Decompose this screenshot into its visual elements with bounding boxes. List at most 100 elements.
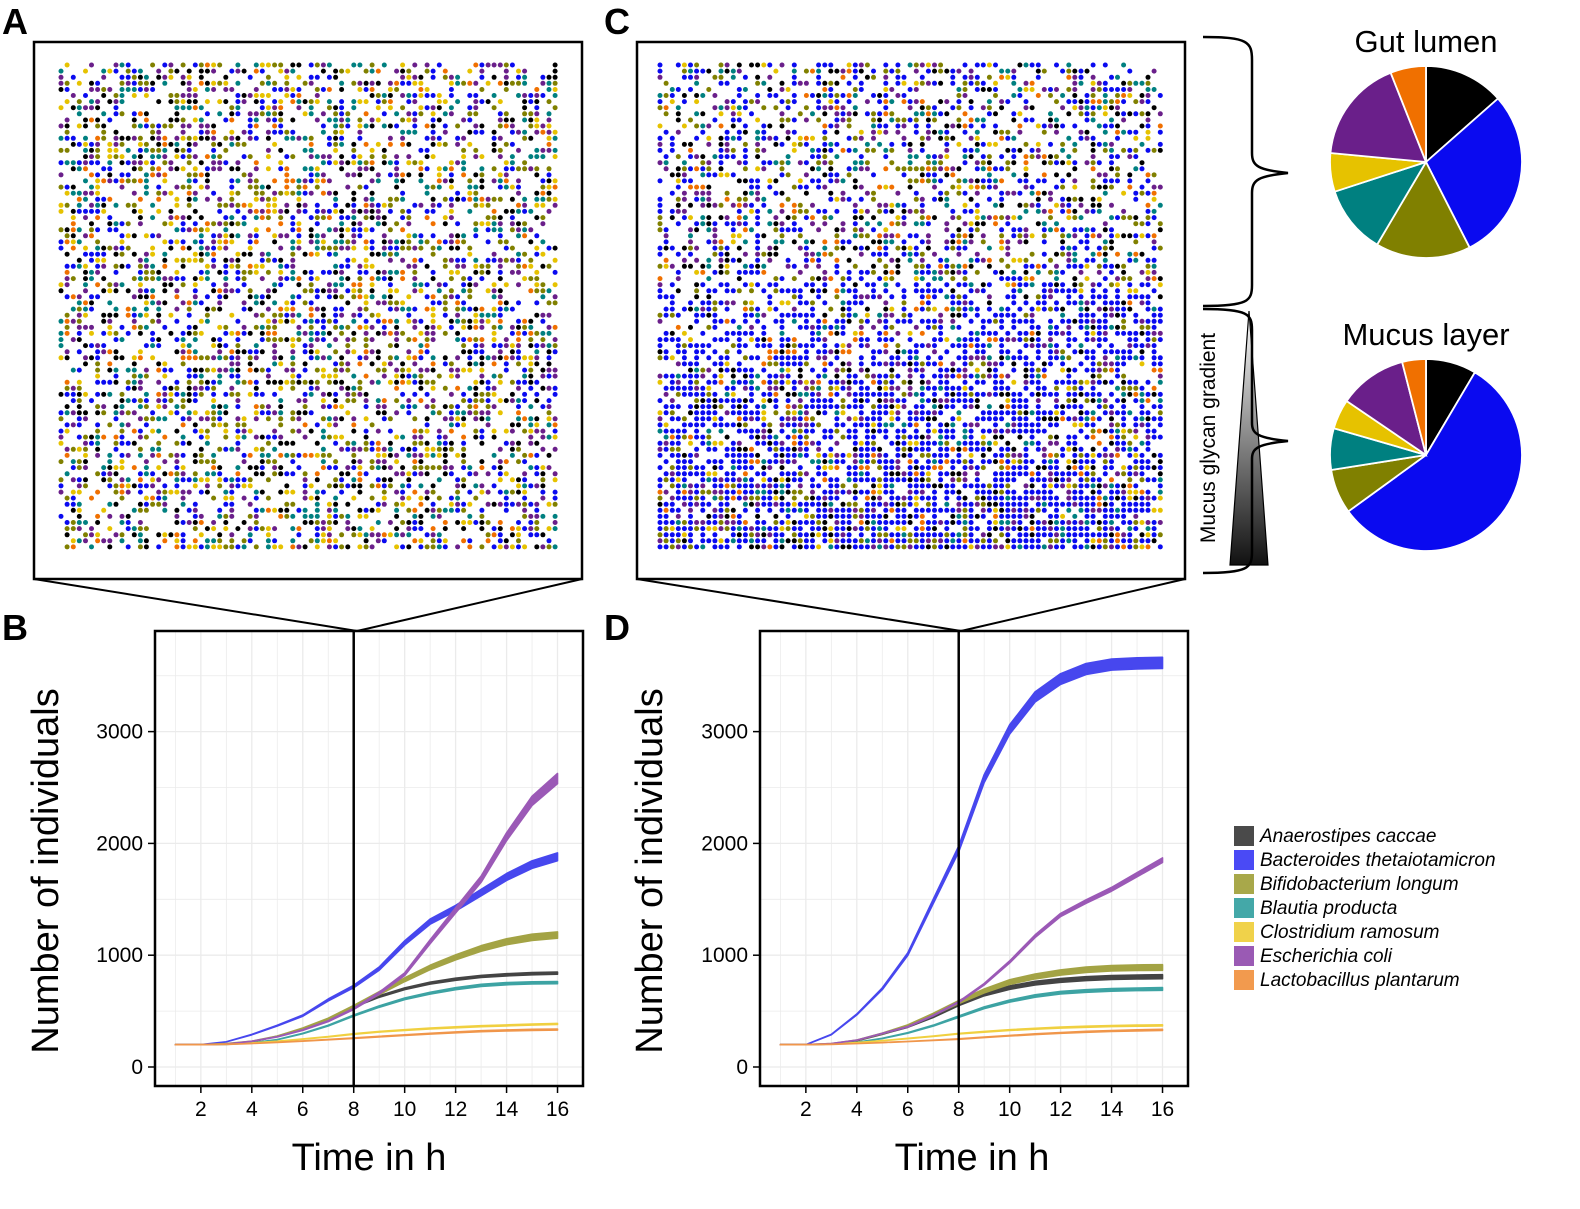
bacterium-dot bbox=[247, 202, 253, 208]
bacterium-dot bbox=[1115, 154, 1120, 160]
bacterium-dot bbox=[497, 215, 503, 221]
bacterium-dot bbox=[162, 361, 168, 367]
bacterium-dot bbox=[125, 379, 131, 385]
bacterium-dot bbox=[418, 495, 424, 501]
bacterium-dot bbox=[497, 80, 503, 86]
bacterium-dot bbox=[742, 74, 748, 80]
bacterium-dot bbox=[265, 288, 271, 294]
bacterium-dot bbox=[156, 306, 162, 312]
bacterium-dot bbox=[1151, 276, 1157, 282]
bacterium-dot bbox=[688, 87, 693, 92]
bacterium-dot bbox=[125, 520, 131, 525]
bacterium-dot bbox=[681, 99, 687, 105]
bacterium-dot bbox=[1054, 62, 1059, 68]
bacterium-dot bbox=[259, 410, 265, 416]
bacterium-dot bbox=[1115, 166, 1120, 172]
bacterium-dot bbox=[473, 483, 479, 489]
bacterium-dot bbox=[950, 269, 956, 275]
bacterium-dot bbox=[284, 300, 290, 306]
bacterium-dot bbox=[509, 221, 515, 227]
bacterium-dot bbox=[950, 245, 956, 251]
bacterium-dot bbox=[479, 520, 485, 525]
bacterium-dot bbox=[204, 306, 210, 312]
bacterium-dot bbox=[956, 269, 962, 275]
bacterium-dot bbox=[424, 123, 430, 129]
bacterium-dot bbox=[919, 208, 925, 214]
bacterium-dot bbox=[302, 513, 308, 519]
bacterium-dot bbox=[803, 208, 809, 214]
bacterium-dot bbox=[198, 318, 204, 324]
bacterium-dot bbox=[229, 221, 235, 227]
bacterium-dot bbox=[156, 184, 162, 190]
bacterium-dot bbox=[70, 221, 76, 227]
bacterium-dot bbox=[467, 196, 473, 202]
bacterium-dot bbox=[442, 99, 448, 105]
bacterium-dot bbox=[180, 477, 186, 483]
bacterium-dot bbox=[143, 300, 149, 306]
bacterium-dot bbox=[950, 105, 956, 111]
bacterium-dot bbox=[1011, 269, 1017, 275]
bacterium-dot bbox=[235, 330, 241, 336]
bacterium-dot bbox=[938, 80, 944, 86]
bacterium-dot bbox=[406, 526, 412, 532]
bacterium-dot bbox=[785, 154, 791, 160]
bacterium-dot bbox=[675, 62, 681, 68]
bacterium-dot bbox=[235, 221, 241, 227]
bacterium-dot bbox=[516, 318, 521, 324]
bacterium-dot bbox=[467, 117, 473, 123]
bacterium-dot bbox=[491, 404, 497, 410]
bacterium-dot bbox=[724, 251, 730, 257]
bacterium-dot bbox=[76, 391, 82, 397]
bacterium-dot bbox=[95, 471, 101, 477]
bacterium-dot bbox=[89, 99, 94, 105]
bacterium-dot bbox=[1066, 160, 1072, 166]
bacterium-dot bbox=[688, 263, 693, 269]
bacterium-dot bbox=[497, 459, 503, 465]
bacterium-dot bbox=[430, 68, 436, 74]
bacterium-dot bbox=[253, 495, 259, 501]
bacterium-dot bbox=[296, 416, 302, 422]
bacterium-dot bbox=[1078, 227, 1084, 233]
bacterium-dot bbox=[938, 99, 944, 105]
bacterium-dot bbox=[516, 300, 521, 306]
bacterium-dot bbox=[675, 251, 681, 257]
bacterium-dot bbox=[540, 343, 546, 349]
bacterium-dot bbox=[259, 459, 265, 465]
bacterium-dot bbox=[816, 251, 822, 257]
bacterium-dot bbox=[944, 263, 950, 269]
bacterium-dot bbox=[540, 513, 546, 519]
bacterium-dot bbox=[467, 178, 473, 184]
bacterium-dot bbox=[150, 343, 156, 349]
bacterium-dot bbox=[657, 251, 663, 257]
bacterium-dot bbox=[858, 129, 864, 135]
bacterium-dot bbox=[241, 483, 247, 489]
bacterium-dot bbox=[1090, 196, 1096, 202]
bacterium-dot bbox=[253, 294, 259, 300]
bacterium-dot bbox=[253, 184, 259, 190]
bacterium-dot bbox=[204, 379, 210, 385]
bacterium-dot bbox=[241, 544, 247, 550]
bacterium-dot bbox=[143, 501, 149, 507]
bacterium-dot bbox=[522, 160, 528, 166]
bacterium-dot bbox=[302, 178, 308, 184]
bacterium-dot bbox=[424, 87, 430, 92]
bacterium-dot bbox=[95, 160, 101, 166]
bacterium-dot bbox=[944, 166, 950, 172]
bacterium-dot bbox=[968, 147, 974, 153]
bacterium-dot bbox=[253, 68, 259, 74]
bacterium-dot bbox=[400, 227, 406, 233]
bacterium-dot bbox=[442, 294, 448, 300]
bacterium-dot bbox=[663, 93, 669, 98]
bacterium-dot bbox=[1145, 80, 1151, 86]
bacterium-dot bbox=[339, 404, 345, 410]
bacterium-dot bbox=[137, 538, 143, 544]
bacterium-dot bbox=[448, 239, 454, 245]
bacterium-dot bbox=[1157, 221, 1163, 227]
bacterium-dot bbox=[932, 166, 937, 172]
bacterium-dot bbox=[700, 123, 706, 129]
bacterium-dot bbox=[913, 263, 919, 269]
bacterium-dot bbox=[528, 99, 534, 105]
bacterium-dot bbox=[1133, 129, 1139, 135]
bacterium-dot bbox=[932, 196, 937, 202]
bacterium-dot bbox=[400, 501, 406, 507]
